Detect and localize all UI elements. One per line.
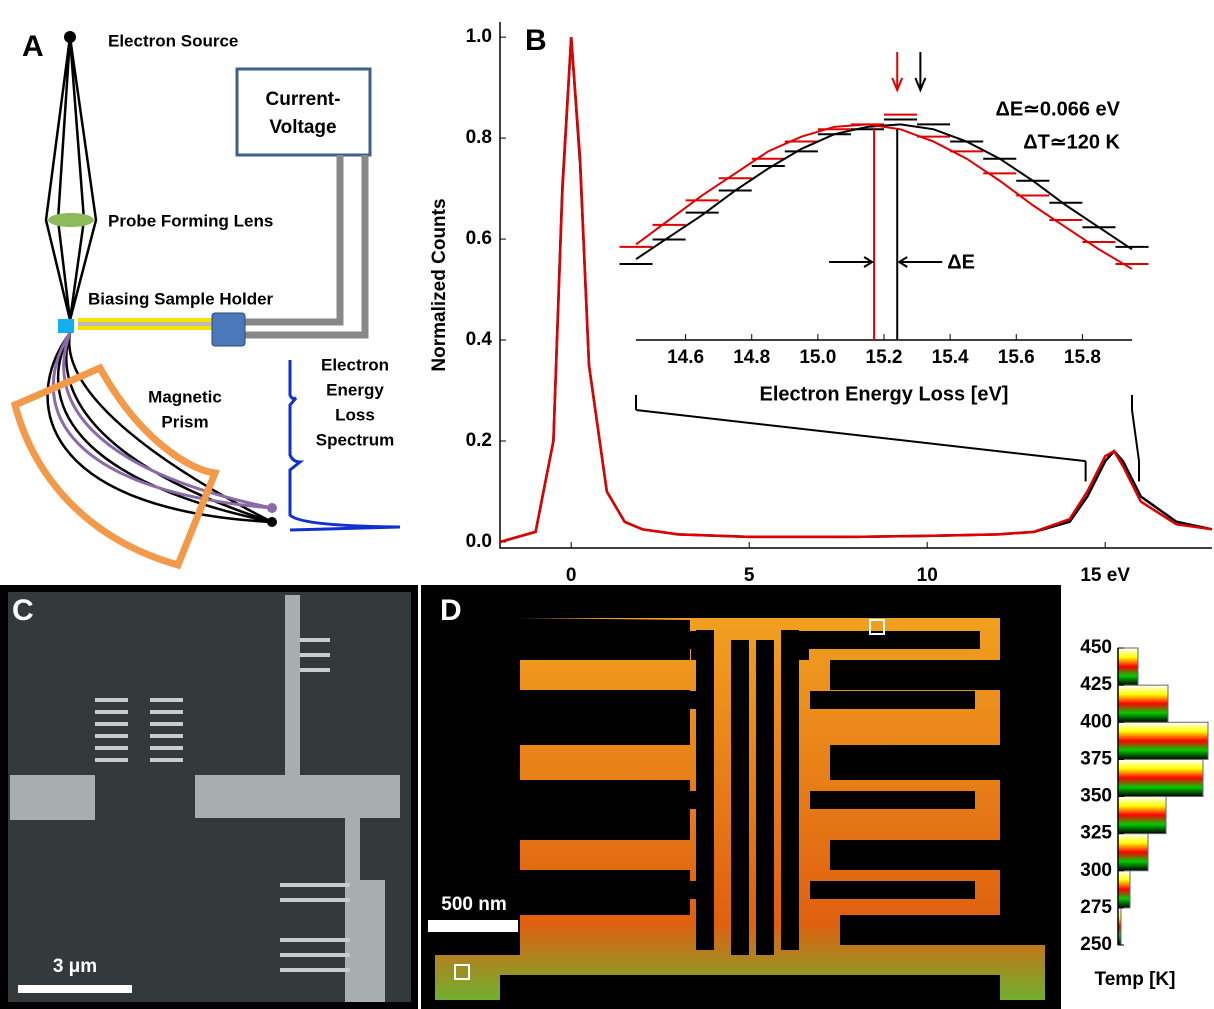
roi bbox=[869, 619, 885, 635]
panel-a: A Electron Source Probe Forming Lens Bia… bbox=[10, 30, 401, 570]
sem-pads bbox=[10, 595, 400, 1002]
fit bbox=[635, 123, 1133, 260]
y-tick-label: 0.4 bbox=[466, 329, 493, 350]
scale-label: 3 μm bbox=[53, 956, 97, 977]
panel-label: B bbox=[525, 24, 547, 57]
colorbar-tick-label: 425 bbox=[1080, 674, 1112, 695]
label: Prism bbox=[161, 412, 208, 431]
bracket bbox=[635, 395, 1141, 482]
y-tick-label: 0.6 bbox=[466, 228, 492, 249]
scale-label: 500 nm bbox=[441, 894, 506, 915]
panel-label: C bbox=[12, 594, 34, 627]
colorbar-tick-label: 450 bbox=[1080, 637, 1112, 658]
focus bbox=[267, 517, 277, 527]
x-tick-label: 15.4 bbox=[932, 347, 969, 368]
label: Probe Forming Lens bbox=[108, 211, 273, 230]
peak-arrow bbox=[891, 52, 904, 93]
colorbar-tick-label: 250 bbox=[1080, 934, 1112, 955]
panel-c: C 3 μm bbox=[0, 585, 418, 1009]
label: Magnetic bbox=[148, 387, 222, 406]
zoom-line bbox=[1131, 409, 1141, 462]
y-tick-label: 0.2 bbox=[466, 430, 492, 451]
x-tick-label: 10 bbox=[917, 565, 938, 586]
holder bbox=[78, 326, 218, 330]
x-tick-label: 14.8 bbox=[733, 347, 770, 368]
histogram-bar bbox=[1117, 684, 1169, 723]
annotation: ΔE≃0.066 eV bbox=[995, 98, 1120, 120]
zoom-line bbox=[635, 409, 1086, 463]
x-tick-label: 0 bbox=[566, 565, 577, 586]
label: Loss bbox=[335, 405, 375, 424]
x-tick-label: 5 bbox=[744, 565, 755, 586]
colorbar-title: Temp [K] bbox=[1095, 969, 1176, 990]
y-tick-label: 0.0 bbox=[466, 531, 492, 552]
x-tick-label: 15.2 bbox=[866, 347, 903, 368]
sem-combs bbox=[95, 638, 350, 972]
holder bbox=[78, 322, 218, 326]
colorbar-tick-label: 350 bbox=[1080, 786, 1112, 807]
panel-d: D 500 nm Temp [K] bbox=[421, 585, 1175, 1009]
prism bbox=[10, 363, 220, 570]
axes bbox=[499, 22, 1212, 549]
label: Electron Source bbox=[108, 31, 238, 50]
annotation: ΔT≃120 K bbox=[1023, 131, 1120, 153]
colorbar-tick-label: 375 bbox=[1080, 748, 1112, 769]
trajectories bbox=[46, 332, 273, 524]
panel-b: B Normalized Counts bbox=[429, 24, 547, 372]
histogram-bar bbox=[1117, 647, 1139, 686]
y-tick-label: 1.0 bbox=[466, 26, 492, 47]
colorbar-tick-label: 400 bbox=[1080, 711, 1112, 732]
panel-label: A bbox=[22, 30, 44, 63]
x-tick-label: 15.0 bbox=[799, 347, 836, 368]
y-axis-title: Normalized Counts bbox=[429, 198, 450, 371]
roi bbox=[454, 964, 470, 980]
sample bbox=[58, 319, 74, 333]
y-tick-label: 0.8 bbox=[466, 127, 492, 148]
histogram-bar bbox=[1117, 833, 1149, 872]
label: Current- bbox=[266, 89, 341, 110]
lens bbox=[48, 213, 94, 227]
x-tick-label: 15.8 bbox=[1064, 347, 1101, 368]
colorbar-tick-label: 275 bbox=[1080, 897, 1112, 918]
label: Voltage bbox=[269, 117, 336, 138]
de-arrows bbox=[829, 256, 943, 268]
x-tick-label: 14.6 bbox=[667, 347, 704, 368]
spectrum-icon bbox=[288, 360, 401, 532]
label: Energy bbox=[326, 380, 384, 399]
x-tick-label: 15 eV bbox=[1080, 565, 1130, 586]
line-series bbox=[499, 37, 1213, 544]
iv-box bbox=[235, 67, 372, 157]
label: Electron bbox=[321, 355, 389, 374]
annotation: ΔE bbox=[947, 251, 975, 273]
x-axis-title: Electron Energy Loss [eV] bbox=[760, 383, 1009, 405]
panel-label: D bbox=[440, 594, 462, 627]
scale-bar bbox=[18, 985, 132, 993]
histogram-bar bbox=[1117, 870, 1131, 909]
holder bbox=[78, 318, 218, 322]
histogram-bar bbox=[1117, 758, 1204, 797]
histogram-bar bbox=[1117, 721, 1209, 760]
colorbar-tick-label: 325 bbox=[1080, 823, 1112, 844]
holder-block bbox=[211, 312, 246, 347]
wires bbox=[245, 155, 369, 339]
label: Spectrum bbox=[316, 430, 394, 449]
colorbar-tick-label: 300 bbox=[1080, 860, 1112, 881]
histogram-bar bbox=[1117, 796, 1167, 835]
peak-arrow bbox=[914, 52, 927, 93]
beam bbox=[44, 36, 98, 321]
scale-bar bbox=[428, 920, 518, 932]
focus bbox=[267, 503, 277, 513]
heater-gaps bbox=[540, 630, 980, 955]
label: Biasing Sample Holder bbox=[88, 289, 274, 308]
x-tick-label: 15.6 bbox=[998, 347, 1035, 368]
fit bbox=[635, 123, 1133, 270]
